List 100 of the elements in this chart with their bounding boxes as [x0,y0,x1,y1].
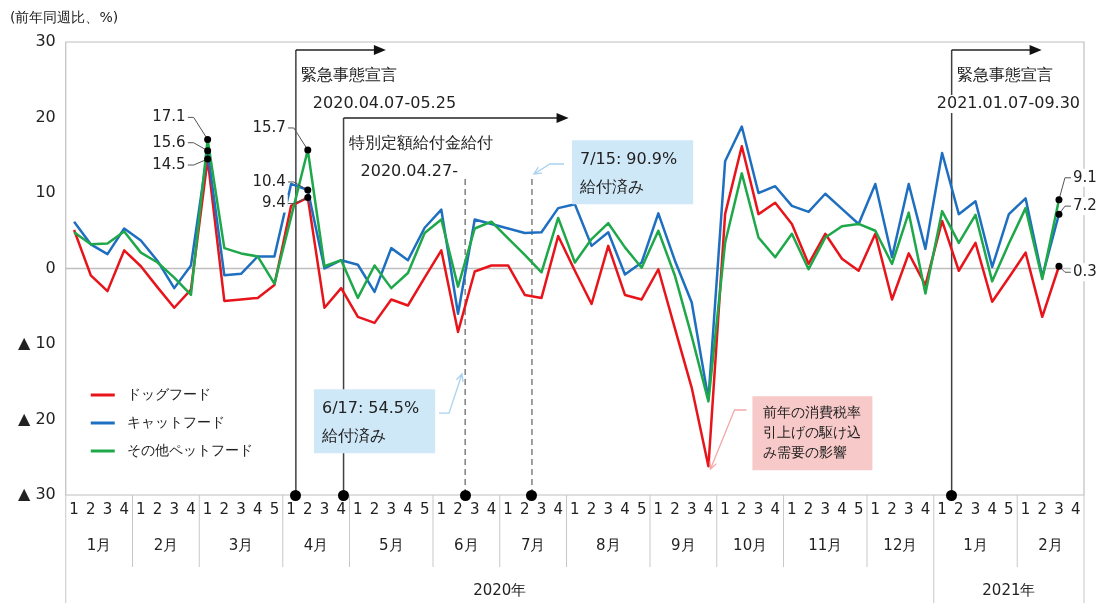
x-tick-label: 1 [202,499,213,518]
x-tick-label: 3 [102,499,113,518]
x-tick-label: 2 [803,499,814,518]
x2-tick-label: 9月 [671,535,696,554]
x-tick-label: 4 [920,499,931,518]
data-label: 9.4 [261,193,286,212]
x-tick-label: 3 [753,499,764,518]
ref-line-label: 緊急事態宣言 2021.01.07-09.30 [936,65,1080,113]
text: 2021年 [982,580,1036,599]
x-tick-label: 4 [252,499,263,518]
data-label: 10.4 [252,171,286,190]
x-tick-label: 1 [570,499,580,518]
x-tick-label: 1 [787,499,797,518]
x-tick-label: 3 [820,499,831,518]
x-tick-label: 1 [503,499,513,518]
data-label: 14.5 [152,154,186,173]
x-tick-label: 3 [686,499,697,518]
x-tick-label: 1 [653,499,664,518]
x2-tick-label: 1月 [963,535,988,554]
data-label: 0.3 [1072,262,1097,281]
legend-label: キャットフード [126,413,225,430]
x-tick-label: 1 [136,499,146,518]
x-tick-label: 1 [870,499,881,518]
x-tick-label: 3 [236,499,246,518]
x-tick-label: 4 [620,499,630,518]
x-tick-label: 2 [219,499,230,518]
x-tick-label: 3 [386,499,397,518]
x-tick-label: 4 [553,499,563,518]
x2-tick-label: 12月 [883,535,918,554]
data-label: 15.6 [152,132,186,151]
x-tick-label: 5 [1004,499,1014,518]
data-label: 15.7 [252,117,286,136]
x-tick-label: 2 [520,499,530,518]
x-tick-label: 3 [469,499,480,518]
x-tick-label: 3 [319,499,330,518]
ref-line-label: 7/15: 90.9% 給付済み [578,149,678,197]
text: 2020年 [473,580,527,599]
x-tick-label: 3 [903,499,914,518]
x-tick-label: 4 [119,499,129,518]
x-tick-label: 2 [737,499,747,518]
y-tick-label: ▲ 10 [18,333,56,353]
y-tick-label: 10 [35,182,56,202]
ref-line-label: 特別定額給付金給付 2020.04.27- [348,133,493,181]
x-tick-label: 1 [353,499,363,518]
x-tick-label: 2 [152,499,163,518]
x-tick-label: 2 [303,499,313,518]
x-tick-label: 2 [369,499,380,518]
x-tick-label: 4 [703,499,714,518]
x-tick-label: 2 [86,499,96,518]
x-tick-label: 5 [269,499,280,518]
x-tick-label: 4 [486,499,497,518]
data-label: 17.1 [152,107,186,126]
x-tick-label: 1 [720,499,730,518]
x-tick-label: 2 [453,499,463,518]
x2-tick-label: 10月 [733,535,768,554]
legend-label: その他ペットフード [126,441,253,458]
ref-line-label: 6/17: 54.5% 給付済み [320,398,420,446]
annotation: 前年の消費税率引上げの駆け込み需要の影響 [763,403,862,460]
data-label: 7.2 [1072,196,1097,215]
x2-tick-label: 5月 [378,535,404,554]
ref-line-label: 緊急事態宣言 2020.04.07-05.25 [300,65,457,113]
x-tick-label: 1 [286,499,296,518]
y-tick-label: ▲ 30 [18,484,56,504]
x-tick-label: 3 [603,499,614,518]
x-tick-label: 4 [987,499,997,518]
x-tick-label: 1 [1020,499,1031,518]
x-tick-label: 5 [853,499,864,518]
x-tick-label: 2 [887,499,897,518]
x-tick-label: 1 [436,499,447,518]
x2-tick-label: 6月 [454,535,479,554]
x2-tick-label: 4月 [303,535,329,554]
data-label: 9.1 [1072,167,1097,186]
x-tick-label: 2 [1037,499,1048,518]
x-tick-label: 3 [970,499,981,518]
x2-tick-label: 7月 [520,535,546,554]
y-tick-label: 0 [45,257,56,277]
x-tick-label: 3 [1054,499,1064,518]
x2-tick-label: 11月 [808,535,843,554]
y-axis-title: (前年同週比、%) [10,8,119,25]
x-tick-label: 4 [770,499,780,518]
y-tick-label: 20 [35,106,56,126]
x-tick-label: 2 [670,499,680,518]
x-tick-label: 4 [186,499,196,518]
x-tick-label: 1 [937,499,947,518]
x-tick-label: 5 [636,499,647,518]
x-tick-label: 2 [586,499,597,518]
x-tick-label: 4 [336,499,346,518]
y-tick-label: ▲ 20 [18,408,56,428]
x2-tick-label: 3月 [228,535,254,554]
x-tick-label: 2 [954,499,964,518]
x-tick-label: 3 [169,499,180,518]
x2-tick-label: 1月 [86,535,112,554]
x-tick-label: 1 [69,499,79,518]
x-tick-label: 4 [403,499,413,518]
x2-tick-label: 8月 [595,535,621,554]
x-tick-label: 3 [536,499,547,518]
x2-tick-label: 2月 [153,535,179,554]
x-tick-label: 4 [1070,499,1081,518]
legend-label: ドッグフード [126,385,211,402]
x-tick-label: 5 [419,499,430,518]
